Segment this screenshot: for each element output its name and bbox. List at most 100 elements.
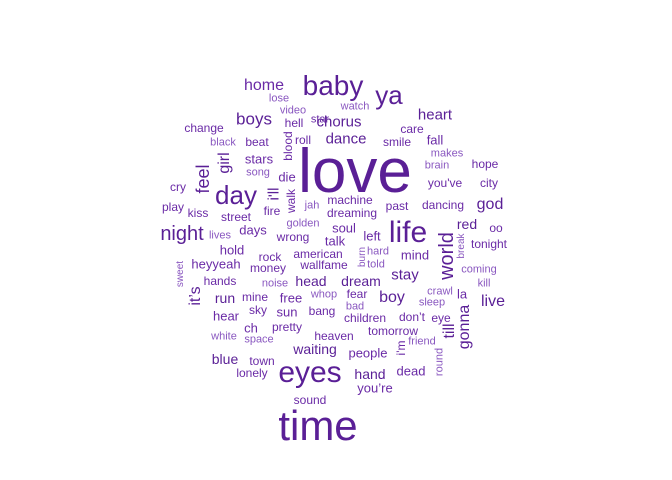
word-pretty: pretty (271, 320, 303, 334)
word-free: free (279, 290, 303, 306)
word-cry: cry (170, 180, 186, 194)
word-lives: lives (208, 229, 232, 242)
word-roll: roll (294, 133, 312, 147)
word-sleep: sleep (418, 296, 446, 309)
word-boys: boys (236, 109, 272, 129)
word-machine: machine (327, 193, 373, 207)
word-black: black (210, 136, 236, 149)
word-smile: smile (382, 135, 412, 149)
word-wallfame: wallfame (300, 258, 348, 272)
word-whop: whop (310, 288, 338, 301)
word-kill: kill (477, 277, 491, 290)
word-fear: fear (346, 287, 368, 301)
word-tomorrow: tomorrow (367, 324, 419, 338)
word-god: god (476, 196, 504, 213)
word-golden: golden (286, 217, 320, 230)
word-white: white (211, 330, 237, 343)
word-hold: hold (219, 242, 245, 258)
word-love: love (298, 137, 412, 206)
word-space: space (244, 333, 274, 346)
word-girl: girl (216, 152, 233, 174)
word-time: time (278, 402, 358, 449)
word-round: round (433, 347, 446, 377)
word-stay: stay (391, 266, 419, 284)
word-care: care (400, 122, 424, 136)
word-talk: talk (324, 233, 346, 249)
word-live: live (480, 293, 506, 310)
word-rock: rock (258, 250, 282, 264)
word-left: left (363, 228, 381, 244)
word-hell: hell (284, 116, 304, 130)
word-fire: fire (263, 204, 281, 218)
word-sky: sky (249, 303, 267, 317)
word-sweet: sweet (175, 260, 186, 288)
word-children: children (343, 311, 387, 325)
word-past: past (385, 199, 409, 213)
word-eye: eye (431, 311, 451, 325)
word-told: told (367, 258, 385, 271)
word-hope: hope (471, 157, 499, 171)
word-sound: sound (293, 393, 327, 407)
word-heaven: heaven (314, 329, 354, 343)
word-life: life (388, 216, 428, 249)
word-people: people (348, 345, 388, 361)
word-blood: blood (281, 131, 295, 161)
word-waiting: waiting (293, 341, 337, 357)
word-makes: makes (430, 147, 464, 160)
word-lonely: lonely (236, 366, 268, 380)
word-dont: don’t (398, 310, 426, 324)
word-play: play (161, 200, 185, 214)
word-dancing: dancing (421, 198, 465, 212)
word-friend: friend (408, 335, 436, 348)
word-la: la (456, 286, 468, 302)
word-chorus: chorus (316, 113, 362, 131)
word-die: die (278, 169, 296, 185)
word-days: days (239, 222, 267, 238)
word-dead: dead (396, 363, 426, 379)
word-feel: feel (193, 164, 213, 194)
word-ill: i'll (265, 187, 283, 201)
word-beat: beat (245, 135, 269, 149)
word-world: world (436, 232, 458, 280)
word-hands: hands (203, 274, 237, 288)
word-brain: brain (424, 159, 450, 172)
word-hear: hear (212, 308, 240, 324)
word-hand: hand (354, 366, 386, 382)
word-eyes: eyes (278, 356, 342, 389)
word-baby: baby (302, 70, 364, 101)
word-boy: boy (379, 289, 405, 306)
word-sun: sun (276, 304, 298, 320)
word-ch: ch (244, 320, 258, 336)
word-change: change (184, 121, 224, 135)
word-lose: lose (268, 92, 290, 105)
word-dream: dream (341, 273, 381, 289)
word-day: day (215, 180, 257, 210)
word-star: star (310, 113, 330, 126)
word-bang: bang (308, 304, 336, 318)
word-red: red (456, 216, 478, 232)
word-noise: noise (261, 277, 289, 290)
word-ya: ya (375, 80, 403, 110)
word-youve: you've (427, 176, 463, 190)
word-mind: mind (400, 247, 430, 263)
word-hard: hard (366, 245, 390, 258)
word-crawl: crawl (427, 285, 453, 298)
word-night: night (160, 223, 204, 245)
word-its: it’s (187, 286, 204, 306)
word-home: home (243, 77, 285, 94)
word-im: i'm (394, 340, 408, 356)
word-walk: walk (284, 188, 298, 214)
word-break: break (456, 233, 467, 259)
word-run: run (214, 290, 236, 306)
word-oo: oo (489, 221, 503, 235)
word-watch: watch (340, 100, 370, 113)
word-fall: fall (426, 132, 444, 148)
word-head: head (295, 273, 327, 289)
word-song: song (246, 166, 270, 179)
word-wrong: wrong (276, 230, 310, 244)
word-heart: heart (417, 106, 453, 124)
word-soul: soul (332, 220, 356, 236)
word-video: video (279, 104, 307, 117)
word-coming: coming (461, 263, 497, 276)
